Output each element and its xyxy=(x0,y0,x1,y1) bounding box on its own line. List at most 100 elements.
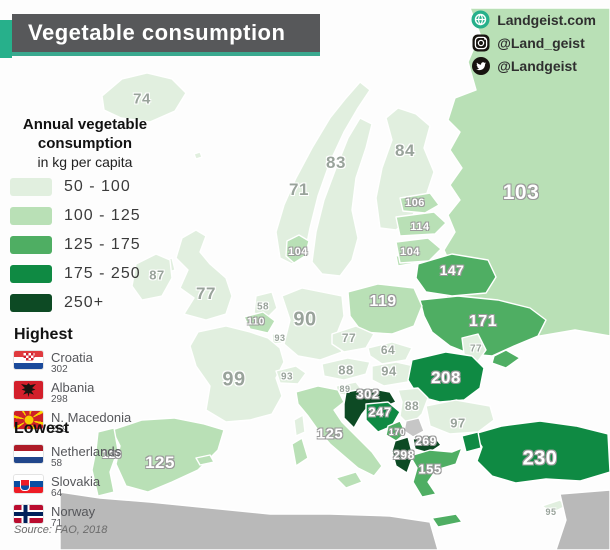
country-crimea xyxy=(491,349,521,369)
rank-country-name: Slovakia xyxy=(51,474,101,490)
legend-swatch xyxy=(10,235,52,254)
region-levant xyxy=(555,489,610,550)
country-estonia xyxy=(399,192,440,214)
country-sweden xyxy=(311,117,373,277)
country-switzerland xyxy=(275,365,307,385)
legend-label: 175 - 250 xyxy=(64,264,141,282)
twitter-icon xyxy=(471,56,490,75)
rank-country-value: 269 xyxy=(51,423,68,435)
legend-label: 125 - 175 xyxy=(64,235,141,253)
page-title: Vegetable consumption xyxy=(28,20,286,45)
lowest-entries: Netherlands 58 Slovakia 64 Norway 71 xyxy=(14,445,154,529)
country-montenegro xyxy=(385,420,407,442)
country-austria xyxy=(321,357,371,381)
legend: Annual vegetable consumption in kg per c… xyxy=(10,116,160,323)
rank-country-value: 302 xyxy=(51,363,68,375)
rank-country-value: 58 xyxy=(51,457,63,469)
rank-country-value: 71 xyxy=(51,517,63,529)
instagram-handle: @Land_geist xyxy=(497,34,585,51)
country-luxembourg xyxy=(271,332,283,345)
country-portugal xyxy=(91,427,119,497)
website-label: Landgeist.com xyxy=(497,11,596,28)
country-norway xyxy=(275,81,371,265)
country-czechia xyxy=(331,325,375,353)
rank-country-value: 64 xyxy=(51,487,63,499)
country-spain xyxy=(111,417,225,493)
instagram-link[interactable]: @Land_geist xyxy=(471,33,596,52)
globe-icon xyxy=(471,10,490,29)
legend-label: 250+ xyxy=(64,293,105,311)
rank-entry: Netherlands 58 xyxy=(14,445,154,469)
country-slovakia xyxy=(367,341,413,365)
legend-label: 50 - 100 xyxy=(64,177,131,195)
rank-entry: Norway 71 xyxy=(14,505,154,529)
country-denmark xyxy=(285,234,310,264)
country-turkey-thrace xyxy=(461,431,482,453)
country-france xyxy=(189,325,285,423)
country-uk xyxy=(175,229,233,321)
legend-title-line2: consumption xyxy=(37,134,133,152)
source-note: Source: FAO, 2018 xyxy=(14,524,108,536)
norway-flag-icon xyxy=(14,505,43,524)
legend-title-line1: Annual vegetable xyxy=(22,116,148,133)
highest-heading: Highest xyxy=(14,326,73,343)
rank-entry: N. Macedonia 269 xyxy=(14,411,154,435)
social-links: Landgeist.com @Land_geist @Landgeist xyxy=(471,10,596,75)
country-germany xyxy=(281,287,345,361)
country-ukraine xyxy=(419,295,547,357)
rank-country-name: Norway xyxy=(51,504,96,520)
albania-flag-icon xyxy=(14,381,43,400)
country-netherlands xyxy=(253,291,278,318)
country-russia xyxy=(443,7,610,337)
legend-swatch xyxy=(10,206,52,225)
faroe-islands xyxy=(193,151,203,160)
country-belgium xyxy=(243,311,276,334)
rank-entry: Croatia 302 xyxy=(14,351,154,375)
country-corsica xyxy=(293,414,306,437)
legend-row: 250+ xyxy=(10,293,160,312)
region-north-africa xyxy=(59,491,439,550)
instagram-icon xyxy=(471,33,490,52)
legend-row: 175 - 250 xyxy=(10,264,160,283)
twitter-link[interactable]: @Landgeist xyxy=(471,56,596,75)
highest-list: Highest Croatia 302 Albania 298 N. Macedonia… xyxy=(14,326,154,441)
title-accent-bar xyxy=(0,20,12,58)
rank-entry: Slovakia 64 xyxy=(14,475,154,499)
netherlands-flag-icon xyxy=(14,445,43,463)
country-hungary xyxy=(371,361,415,387)
rank-country-name: Croatia xyxy=(51,350,93,365)
lowest-heading: Lowest xyxy=(14,420,70,437)
legend-swatch xyxy=(10,264,52,283)
country-lithuania xyxy=(395,237,442,264)
rank-country-name: Netherlands xyxy=(51,444,122,459)
country-iceland xyxy=(101,72,187,123)
website-link[interactable]: Landgeist.com xyxy=(471,10,596,29)
country-greece xyxy=(409,447,463,498)
country-sicily xyxy=(335,471,363,489)
country-belarus xyxy=(415,253,497,297)
rank-country-name: N. Macedonia xyxy=(51,410,132,426)
highest-entries: Croatia 302 Albania 298 N. Macedonia 269 xyxy=(14,351,154,435)
legend-row: 50 - 100 xyxy=(10,177,160,196)
twitter-handle: @Landgeist xyxy=(497,57,577,74)
legend-label: 100 - 125 xyxy=(64,206,141,224)
country-bulgaria xyxy=(425,399,495,435)
legend-swatch xyxy=(10,177,52,196)
country-nmacedonia xyxy=(412,434,442,454)
country-poland xyxy=(347,283,423,335)
rank-country-value: 298 xyxy=(51,393,68,405)
rank-country-name: Albania xyxy=(51,380,95,396)
legend-row: 125 - 175 xyxy=(10,235,160,254)
country-crete xyxy=(431,513,463,528)
country-latvia xyxy=(395,211,447,237)
country-italy xyxy=(295,385,383,477)
lowest-list: Lowest Netherlands 58 Slovakia 64 Norway 71 xyxy=(14,420,154,535)
rank-entry: Albania 298 xyxy=(14,381,154,405)
legend-row: 100 - 125 xyxy=(10,206,160,225)
legend-rows: 50 - 100 100 - 125 125 - 175 175 - 250 250+ xyxy=(10,177,160,312)
legend-swatch xyxy=(10,293,52,312)
legend-subtitle: in kg per capita xyxy=(37,153,133,170)
country-turkey xyxy=(473,420,610,484)
